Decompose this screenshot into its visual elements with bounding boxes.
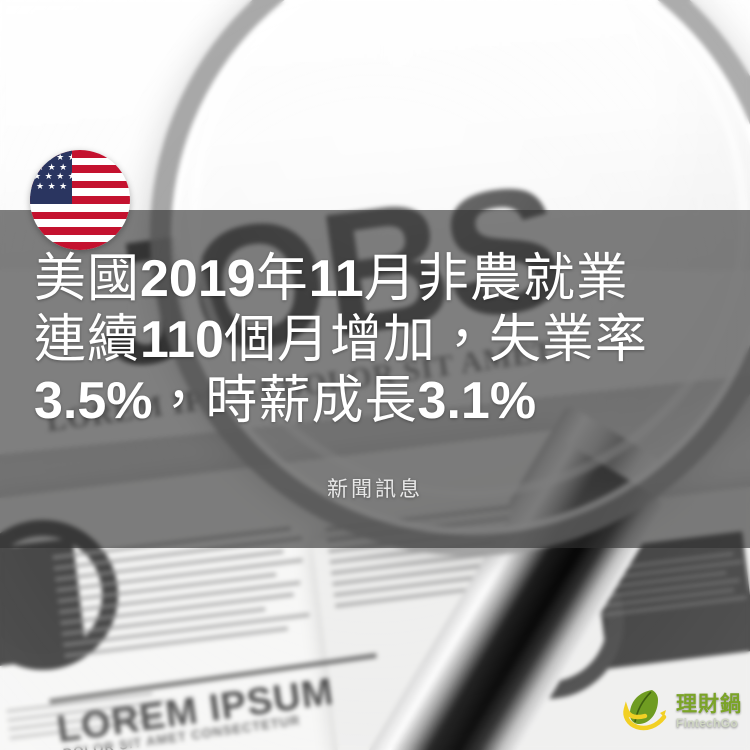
headline-line-3: 3.5%，時薪成長3.1%	[34, 371, 724, 432]
brand-name-en: FintechGo	[676, 715, 739, 730]
brand-text: 理財鍋 FintechGo	[676, 694, 742, 729]
headline-l2-text-a: 連續	[34, 311, 141, 369]
headline-year: 2019	[140, 250, 256, 308]
flag-canton: ★ ★ ★ ★ ★ ★ ★ ★ ★ ★ ★ ★ ★ ★	[30, 150, 72, 204]
page-title: 美國2019年11月非農就業 連續110個月增加，失業率 3.5%，時薪成長3.…	[34, 249, 724, 432]
brand-name-cn: 理財鍋	[676, 692, 742, 716]
headline-l2-text-b: 個月增加，失業率	[223, 311, 648, 369]
headline-l3-text-a: ，時薪成長	[152, 372, 418, 430]
text-overlay-band	[0, 210, 750, 548]
headline-line-1: 美國2019年11月非農就業	[34, 249, 724, 310]
headline-line-2: 連續110個月增加，失業率	[34, 310, 724, 371]
headline-wage-growth: 3.1%	[417, 372, 537, 430]
headline-unemployment-rate: 3.5%	[34, 372, 153, 430]
subtitle-label: 新聞訊息	[327, 478, 423, 501]
brand-logo[interactable]: 理財鍋 FintechGo	[619, 686, 742, 736]
headline-l1-text-b: 年	[255, 250, 309, 308]
headline-l1-text-c: 月非農就業	[363, 250, 629, 308]
us-flag-icon: ★ ★ ★ ★ ★ ★ ★ ★ ★ ★ ★ ★ ★ ★	[30, 150, 130, 250]
leaf-swoosh-icon	[619, 686, 673, 736]
headline-month: 11	[308, 250, 364, 308]
headline-l1-text-a: 美國	[34, 250, 141, 308]
headline-months-count: 110	[140, 311, 224, 369]
